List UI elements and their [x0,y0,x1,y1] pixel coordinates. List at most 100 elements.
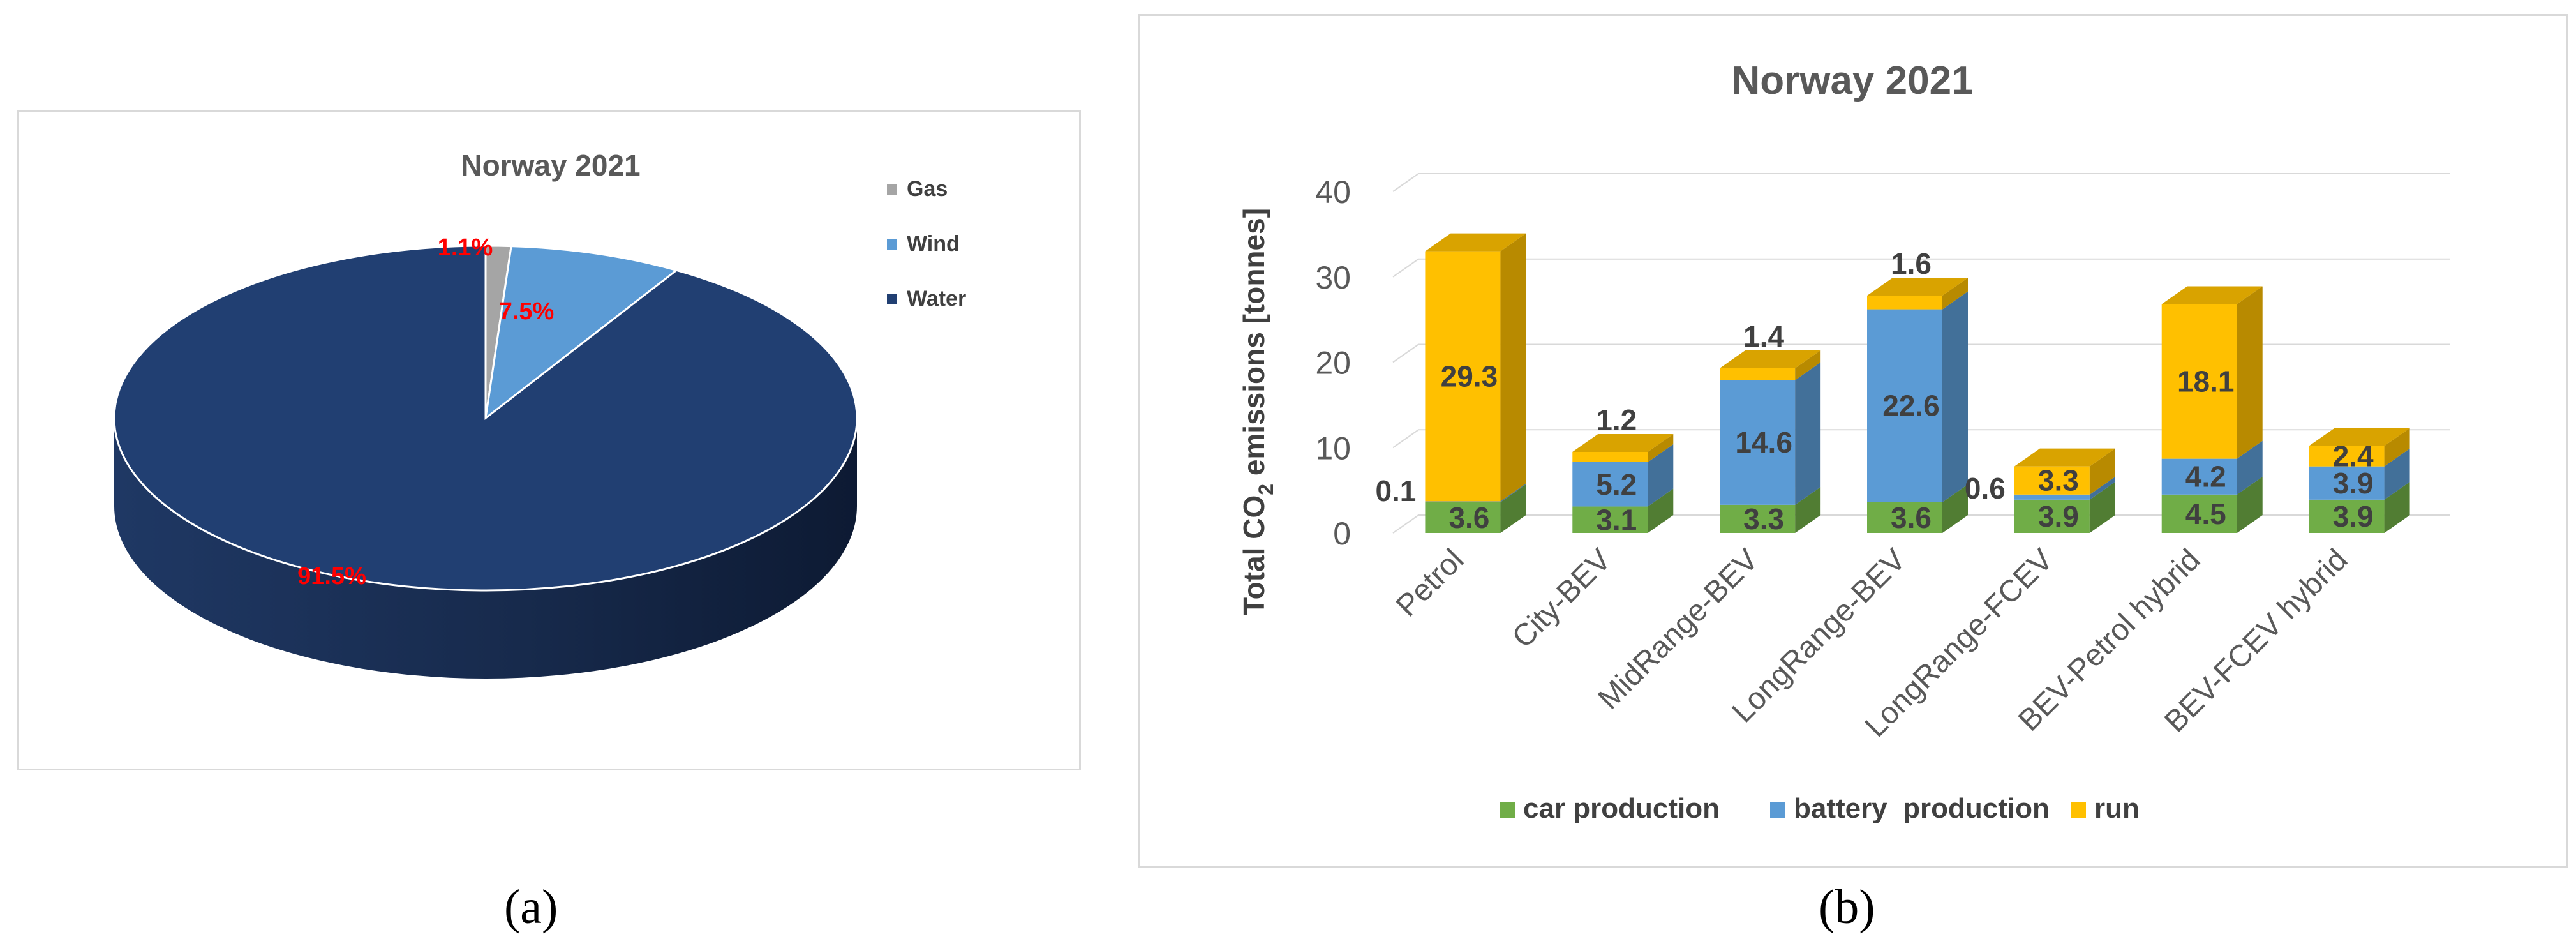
data-label-car-production: 4.5 [2185,497,2226,530]
data-label-battery-production: 22.6 [1882,389,1940,423]
legend-swatch-water [887,294,897,304]
bar-side-car-production [2237,476,2263,533]
bar-battery-production [1572,462,1648,507]
caption-a: (a) [504,880,558,934]
legend-label-water: Water [907,287,966,311]
pie-slices [113,244,858,679]
bar-run [1572,451,1648,462]
y-axis-ticks: 0 10 20 30 40 [1315,174,1351,552]
gridline-depth [1392,173,1419,192]
bar-side-battery-production [1942,291,1968,502]
data-label-car-production: 3.3 [1743,502,1784,536]
bar-run [2309,446,2385,467]
bar-battery-production [2014,494,2090,500]
stacked-bar-chart: Norway 2021 0 10 20 30 40 Total CO2 emission… [1237,59,2450,824]
x-axis-ticks: Petrol City-BEVMidRange-BEVLongRange-BEVL… [1390,543,2354,744]
y-tick-label: 30 [1315,260,1351,296]
bar-side-car-production [1648,488,1674,533]
data-label-car-production: 3.9 [2038,500,2079,533]
bar-top-run [2309,428,2410,446]
data-label-car-production: 3.9 [2333,500,2374,533]
pie-title: Norway 2021 [461,149,640,182]
bar-car-production [2309,499,2385,533]
data-label-run: 18.1 [2177,365,2235,398]
bar-data-labels: 3.6 0.1 29.3 3.15.2 1.2 3.3 14.6 1.4 3.6 22.6 1.6 3… [1375,247,2374,536]
bar-side-car-production [1500,484,1526,533]
gridline-depth [1392,429,1419,449]
bar-car-production [2161,494,2237,533]
y-axis-label: Total CO2 emissions [tonnes] [1237,208,1277,615]
bar-legend: car production battery production run [1500,793,2140,824]
bar-car-production [2014,499,2090,533]
bar-top-run [1425,233,1526,252]
data-label-run: 1.2 [1596,403,1637,437]
data-label-battery-production: 0.6 [1965,472,2006,505]
bar-battery-production [1867,309,1942,502]
bar-run [2014,466,2090,495]
data-label-run: 1.6 [1891,247,1932,280]
bar-chart-title: Norway 2021 [1731,59,1973,103]
bar-side-run [2089,448,2115,495]
gridline-depth [1392,514,1419,534]
y-tick-label: 20 [1315,345,1351,381]
bar-top-run [1720,350,1821,368]
data-label-run: 2.4 [2333,440,2374,473]
pie-chart: Norway 2021 1.1% 7.5% 91.5% Gas Wind Wat… [113,149,966,679]
bars [1425,233,2410,533]
bar-car-production [1867,502,1942,533]
bar-battery-production [2309,466,2385,500]
legend-label-wind: Wind [907,232,960,256]
bar-side-run [2384,428,2410,467]
bar-run [1720,368,1796,380]
data-label-run: 3.3 [2038,464,2079,497]
bar-side-car-production [1942,484,1968,533]
bar-side-car-production [1795,486,1821,533]
bar-side-battery-production [2384,448,2410,500]
bar-battery-production [2161,458,2237,495]
legend-label-battery-production: battery production [1794,793,2050,824]
bar-run [2161,304,2237,459]
bar-side-battery-production [1500,483,1526,502]
bar-side-run [2237,286,2263,459]
bar-car-production [1425,502,1501,533]
pie-legend: Gas Wind Water [887,177,966,311]
legend-swatch-battery-production [1770,802,1785,818]
y-tick-label: 10 [1315,430,1351,466]
pie-label-water: 91.5% [297,563,366,590]
legend-label-car-production: car production [1523,793,1720,824]
y-tick-label: 0 [1333,516,1351,552]
bar-side-battery-production [1648,444,1674,507]
gridline-depth [1392,343,1419,363]
data-label-car-production: 3.6 [1891,501,1932,534]
bar-top-run [1572,433,1674,452]
data-label-run: 29.3 [1441,360,1498,393]
legend-label-gas: Gas [907,177,948,201]
legend-swatch-wind [887,239,897,250]
legend-swatch-run [2071,802,2086,818]
bar-car-production [1572,506,1648,533]
x-tick-label: MidRange-BEV [1592,543,1765,716]
y-tick-label: 40 [1315,174,1351,210]
bar-side-car-production [2089,481,2115,533]
pie-label-gas: 1.1% [438,234,493,261]
x-tick-label: City-BEV [1506,543,1618,654]
bar-car-production [1720,504,1796,533]
pie-side-wall [114,418,857,679]
legend-label-run: run [2094,793,2140,824]
x-tick-label: Petrol [1390,543,1470,623]
bar-side-run [1795,350,1821,380]
bar-run [1867,296,1942,310]
bar-top-run [2014,448,2115,467]
pie-chart-panel: Norway 2021 1.1% 7.5% 91.5% Gas Wind Wat… [17,110,1081,770]
data-label-car-production: 3.6 [1448,501,1489,534]
bar-side-battery-production [2237,440,2263,495]
bar-side-run [1648,433,1674,462]
bar-side-battery-production [2089,476,2115,500]
data-label-battery-production: 5.2 [1596,468,1637,501]
bar-top-run [2161,286,2263,304]
data-label-car-production: 3.1 [1596,503,1637,536]
bar-top-run [1867,278,1968,296]
bar-run [1425,251,1501,502]
data-label-battery-production: 3.9 [2333,467,2374,500]
pie-slice-water [113,244,858,592]
